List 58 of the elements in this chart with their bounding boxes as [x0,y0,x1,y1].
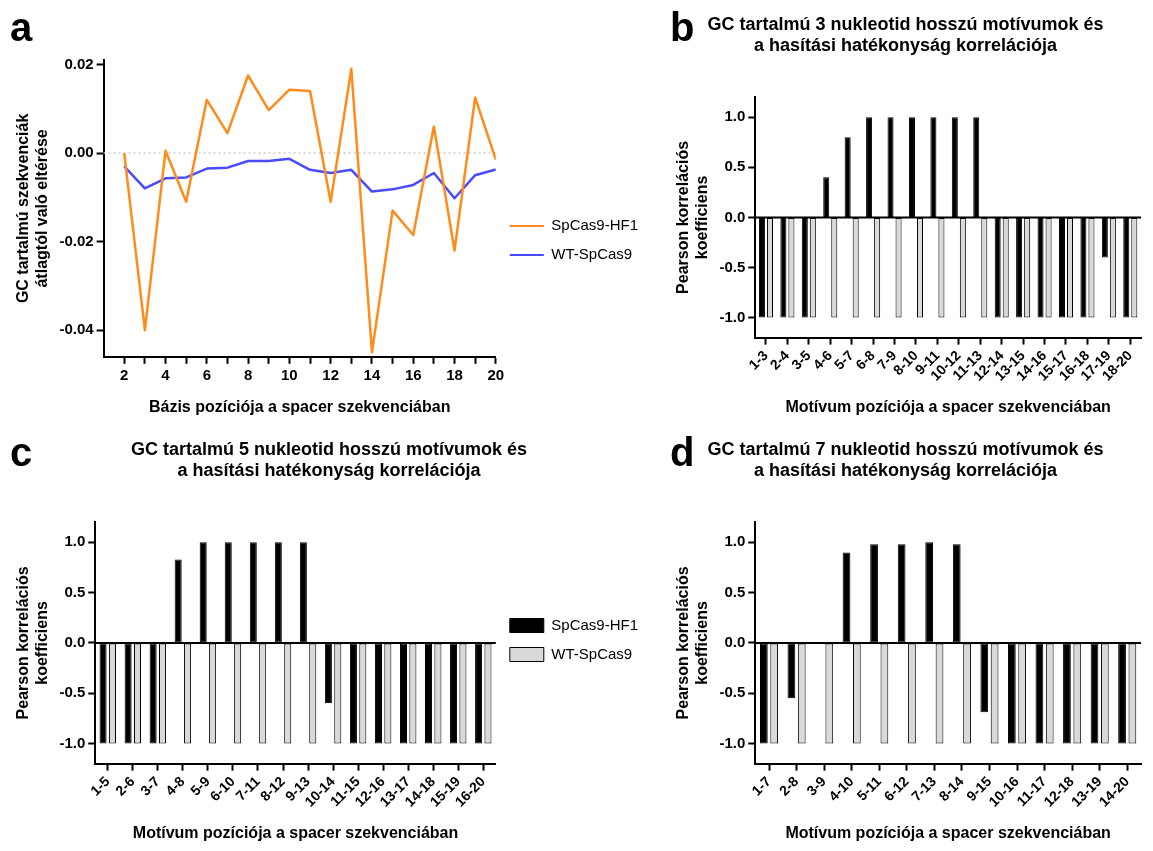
text: d [670,430,695,475]
x-tick-label: 8 [243,365,253,383]
x-tick-label: 1-3 [745,346,771,373]
chart-title: GC tartalmú 3 nukleotid hosszú motívumok és a hasítási hatékonyság korrelációja [707,13,1104,56]
x-tick-label: 2-8 [775,772,802,799]
x-tick-label: 1-7 [748,772,775,799]
x-tick-label: 3-7 [137,772,163,799]
y-tick-label: -0.5 [719,257,746,275]
y-tick-label: 1.0 [64,532,86,550]
y-tick-label: -1.0 [719,307,746,325]
y-axis-title: GC tartalmú szekvenciák átlagtól való eltérése [14,113,51,304]
y-tick-label: 0.0 [64,633,86,651]
x-tick-label: 6 [202,365,211,383]
x-tick-label: 3-5 [788,346,814,373]
y-tick-label: -0.5 [59,683,86,701]
y-tick-label: -0.02 [59,231,94,249]
legend-label: SpCas9-HF1 [551,615,639,633]
y-tick-label: 0.00 [64,143,94,161]
x-axis-title: Motívum pozíciója a spacer szekvenciában [132,823,459,841]
y-tick-label: 1.0 [724,107,746,125]
y-tick-label: 0.0 [724,633,746,651]
y-tick-label: 0.5 [724,582,746,600]
y-axis-title: Pearson korrelációs koefficiens [674,566,711,720]
y-tick-label: -1.0 [59,733,86,751]
y-tick-label: -0.04 [59,320,95,338]
y-tick-label: 0.5 [64,582,86,600]
text: a [10,5,33,50]
x-axis-title: Bázis pozíciója a spacer szekvenciában [148,397,451,415]
y-tick-label: -0.5 [719,683,746,701]
y-tick-label: 0.02 [64,54,94,72]
x-tick-label: 5-11 [853,772,885,804]
legend-label: WT-SpCas9 [551,245,633,263]
y-axis-title: Pearson korrelációs koefficiens [14,566,51,720]
text: b [670,5,695,50]
x-tick-label: 2-6 [112,772,138,799]
x-tick-label: 2 [120,365,129,383]
legend-label: WT-SpCas9 [551,644,633,662]
legend-label: SpCas9-HF1 [551,216,639,234]
x-axis-title: Motívum pozíciója a spacer szekvenciában [785,823,1111,841]
x-tick-label: 4 [161,365,171,383]
x-tick-label: 12 [322,365,339,383]
chart-title: GC tartalmú 5 nukleotid hosszú motívumok és a hasítási hatékonyság korrelációja [130,438,528,481]
y-tick-label: 1.0 [724,532,746,550]
x-tick-label: 4-8 [162,772,188,799]
y-tick-label: -1.0 [719,733,746,751]
x-tick-label: 3-9 [803,772,830,799]
x-tick-label: 10 [281,365,298,383]
x-tick-label: 20 [487,365,505,383]
x-tick-label: 18 [446,365,463,383]
y-tick-label: 0.5 [724,157,746,175]
chart-title: GC tartalmú 7 nukleotid hosszú motívumok és a hasítási hatékonyság korrelációja [707,438,1104,481]
text: c [10,430,33,475]
y-tick-label: 0.0 [724,207,746,225]
x-axis-title: Motívum pozíciója a spacer szekvenciában [785,397,1111,415]
x-tick-label: 14 [363,365,381,383]
x-tick-label: 16 [404,365,422,383]
y-axis-title: Pearson korrelációs koefficiens [674,140,711,294]
x-tick-label: 1-5 [86,772,113,799]
